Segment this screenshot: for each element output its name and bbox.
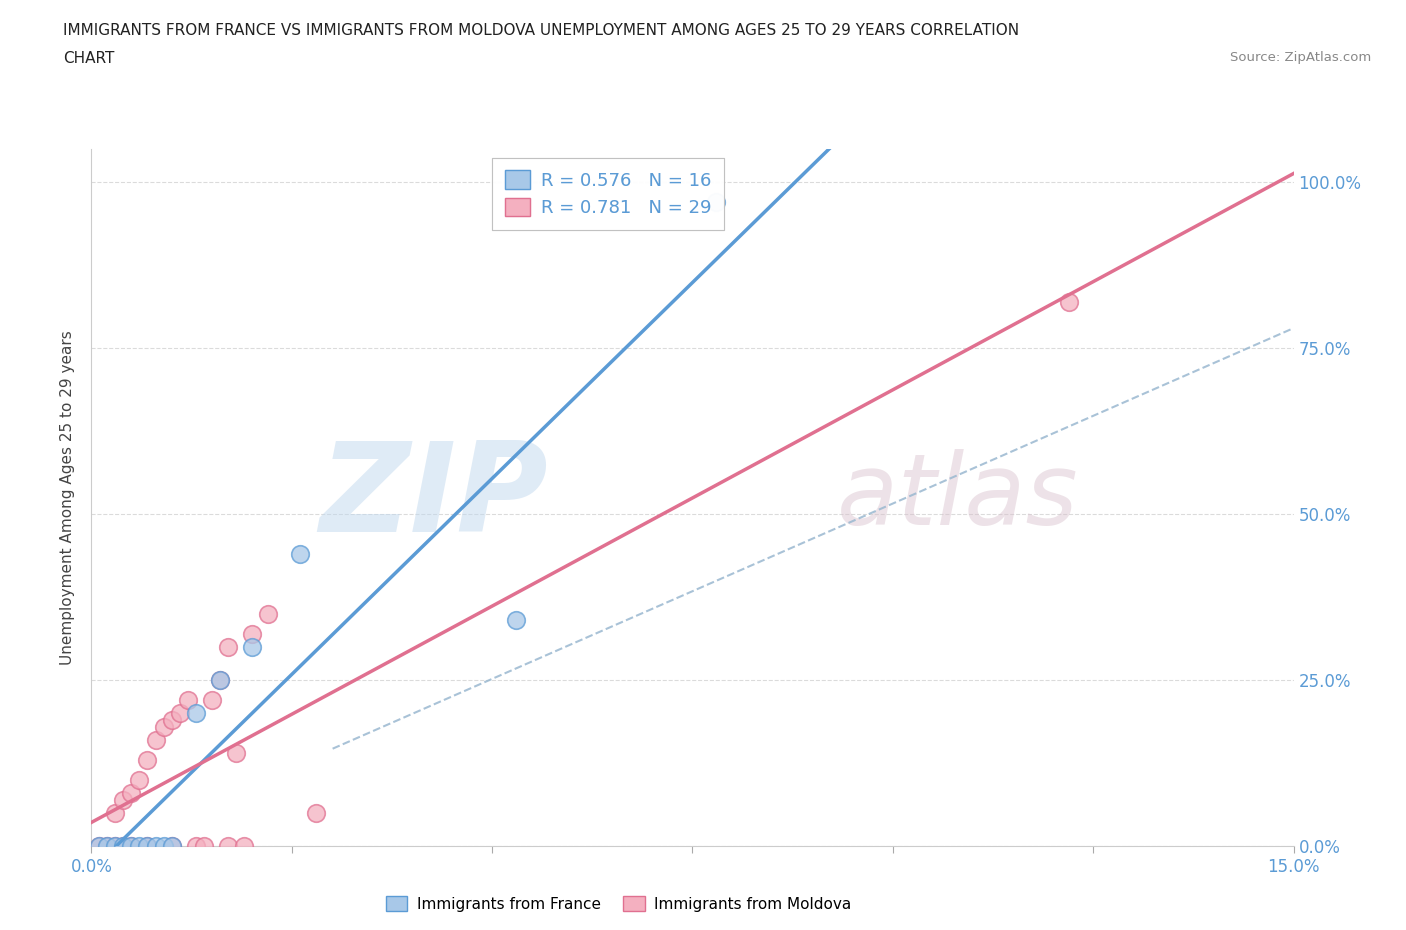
- Point: [217, 640, 239, 655]
- Point: [305, 805, 328, 820]
- Point: [121, 839, 143, 854]
- Point: [193, 839, 215, 854]
- Point: [128, 839, 150, 854]
- Point: [240, 626, 263, 641]
- Point: [136, 752, 159, 767]
- Point: [96, 839, 118, 854]
- Legend: R = 0.576   N = 16, R = 0.781   N = 29: R = 0.576 N = 16, R = 0.781 N = 29: [492, 158, 724, 230]
- Point: [104, 839, 127, 854]
- Point: [1057, 294, 1080, 309]
- Point: [145, 733, 167, 748]
- Text: Source: ZipAtlas.com: Source: ZipAtlas.com: [1230, 51, 1371, 64]
- Point: [152, 719, 174, 734]
- Point: [217, 839, 239, 854]
- Point: [505, 613, 527, 628]
- Point: [208, 672, 231, 687]
- Point: [225, 746, 247, 761]
- Point: [256, 606, 278, 621]
- Point: [240, 640, 263, 655]
- Point: [152, 839, 174, 854]
- Point: [89, 839, 111, 854]
- Point: [89, 839, 111, 854]
- Text: ZIP: ZIP: [319, 437, 548, 558]
- Point: [112, 839, 135, 854]
- Point: [121, 786, 143, 801]
- Point: [184, 839, 207, 854]
- Point: [104, 839, 127, 854]
- Text: IMMIGRANTS FROM FRANCE VS IMMIGRANTS FROM MOLDOVA UNEMPLOYMENT AMONG AGES 25 TO : IMMIGRANTS FROM FRANCE VS IMMIGRANTS FRO…: [63, 23, 1019, 38]
- Point: [104, 805, 127, 820]
- Point: [112, 792, 135, 807]
- Point: [160, 712, 183, 727]
- Point: [145, 839, 167, 854]
- Point: [184, 706, 207, 721]
- Point: [96, 839, 118, 854]
- Point: [160, 839, 183, 854]
- Legend: Immigrants from France, Immigrants from Moldova: Immigrants from France, Immigrants from …: [380, 890, 858, 918]
- Text: atlas: atlas: [837, 449, 1078, 546]
- Point: [208, 672, 231, 687]
- Y-axis label: Unemployment Among Ages 25 to 29 years: Unemployment Among Ages 25 to 29 years: [60, 330, 76, 665]
- Point: [176, 693, 198, 708]
- Point: [136, 839, 159, 854]
- Point: [128, 773, 150, 788]
- Point: [201, 693, 224, 708]
- Text: CHART: CHART: [63, 51, 115, 66]
- Point: [169, 706, 191, 721]
- Point: [232, 839, 254, 854]
- Point: [121, 839, 143, 854]
- Point: [160, 839, 183, 854]
- Point: [706, 194, 728, 209]
- Point: [112, 839, 135, 854]
- Point: [288, 547, 311, 562]
- Point: [136, 839, 159, 854]
